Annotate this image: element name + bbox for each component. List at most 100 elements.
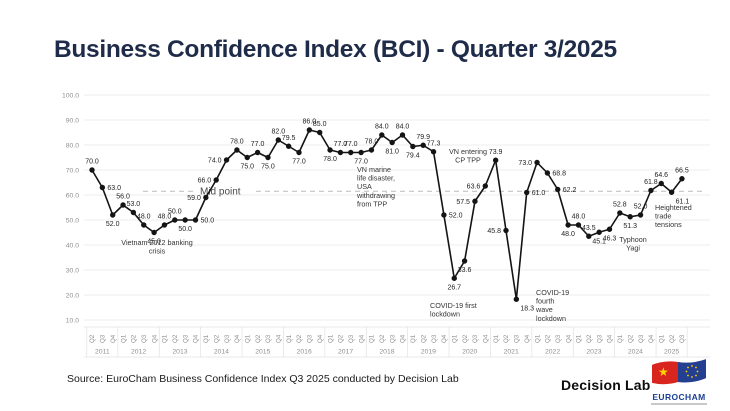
annotation: lockdown [536, 314, 566, 323]
x-axis-quarter-label: Q3 [348, 334, 355, 343]
data-point-label: 86.0 [303, 119, 317, 126]
x-axis-quarter-label: Q2 [420, 334, 427, 343]
x-axis-year-label: 2013 [172, 349, 187, 356]
data-point-label: 56.0 [116, 194, 130, 201]
x-axis-quarter-label: Q1 [658, 334, 665, 343]
x-axis-quarter-label: Q4 [358, 334, 365, 343]
annotation: USA [357, 182, 372, 191]
data-point-label: 61.1 [676, 198, 690, 205]
data-point-label: 73.9 [489, 149, 503, 156]
annotation: crisis [149, 247, 166, 256]
y-axis-label: 80.0 [66, 142, 79, 149]
data-point-label: 84.0 [375, 124, 389, 131]
x-axis-year-label: 2025 [664, 349, 679, 356]
annotation: Heightened [655, 203, 692, 212]
data-point [637, 212, 644, 218]
data-point [492, 157, 499, 163]
data-point-label: 64.6 [654, 172, 668, 179]
y-axis-label: 40.0 [66, 242, 79, 249]
data-point [513, 296, 520, 302]
data-point [348, 149, 354, 156]
x-axis-year-label: 2022 [545, 349, 560, 356]
x-axis-year-label: 2015 [255, 349, 270, 356]
data-point-label: 63.0 [107, 185, 121, 192]
data-point [99, 184, 106, 191]
data-point-label: 78.0 [365, 139, 379, 146]
data-point [555, 186, 561, 193]
data-point-label: 33.6 [458, 267, 472, 274]
x-axis-quarter-label: Q3 [514, 334, 521, 343]
data-point [234, 147, 240, 153]
data-point-label: 26.7 [447, 284, 461, 291]
data-point [461, 258, 468, 264]
x-axis-year-label: 2016 [297, 349, 312, 356]
data-point-label: 78.0 [323, 156, 337, 163]
data-point-label: 46.3 [603, 235, 617, 242]
x-axis-quarter-label: Q2 [627, 334, 634, 343]
decision-lab-logo: Decision Lab [561, 377, 651, 393]
data-point [110, 212, 116, 218]
annotation: lockdown [430, 310, 460, 319]
y-axis-label: 90.0 [66, 117, 79, 124]
data-point-label: 78.0 [230, 139, 244, 146]
x-axis-quarter-label: Q2 [545, 334, 552, 343]
data-point [306, 127, 313, 133]
data-point-label: 73.0 [518, 160, 532, 167]
eurocham-tagline [651, 403, 707, 405]
data-point-label: 50.0 [201, 218, 215, 225]
data-point [244, 154, 250, 161]
eurocham-wordmark: EUROCHAM [652, 392, 706, 402]
x-axis-quarter-label: Q3 [555, 334, 562, 343]
x-axis-quarter-label: Q3 [265, 334, 272, 343]
data-point [565, 222, 571, 228]
data-point [617, 210, 623, 216]
data-point-label: 77.0 [292, 159, 306, 166]
x-axis-quarter-label: Q1 [327, 334, 334, 343]
data-point [120, 202, 126, 208]
data-point-label: 66.0 [198, 178, 212, 185]
x-axis-quarter-label: Q3 [307, 334, 314, 343]
data-point-label: 77.3 [427, 140, 441, 147]
x-axis-quarter-label: Q2 [338, 334, 345, 343]
x-axis-quarter-label: Q3 [679, 334, 686, 343]
x-axis-quarter-label: Q4 [317, 334, 324, 343]
data-point [141, 222, 147, 228]
data-point [223, 157, 230, 163]
data-point [213, 177, 219, 183]
x-axis-quarter-label: Q4 [276, 334, 283, 343]
data-point-label: 75.0 [240, 164, 254, 171]
x-axis-year-label: 2017 [338, 349, 353, 356]
x-axis-quarter-label: Q3 [638, 334, 645, 343]
data-point-label: 79.4 [406, 153, 420, 160]
data-point [586, 233, 592, 239]
x-axis-quarter-label: Q4 [400, 334, 407, 343]
x-axis-quarter-label: Q1 [617, 334, 624, 343]
data-point-label: 45.1 [592, 238, 606, 245]
data-point-label: 85.0 [313, 121, 327, 128]
x-axis-year-label: 2014 [214, 349, 229, 356]
data-point [368, 147, 375, 153]
x-axis-quarter-label: Q4 [110, 334, 117, 343]
x-axis-quarter-label: Q1 [451, 334, 458, 343]
data-point-label: 77.0 [334, 141, 348, 148]
page-title: Business Confidence Index (BCI) - Quarte… [54, 36, 617, 63]
eurocham-flag-icon: ★ [652, 359, 706, 385]
data-point [668, 189, 675, 195]
data-point [182, 217, 188, 223]
data-point [399, 132, 406, 138]
data-point-label: 52.0 [106, 221, 120, 228]
data-point-label: 53.0 [127, 201, 141, 208]
annotation: Typhoon [619, 235, 647, 244]
data-point [317, 129, 323, 136]
data-point [296, 149, 302, 156]
x-axis-quarter-label: Q1 [534, 334, 541, 343]
data-point [503, 227, 509, 234]
data-point [161, 222, 168, 228]
x-axis-quarter-label: Q3 [596, 334, 603, 343]
x-axis-quarter-label: Q3 [389, 334, 396, 343]
data-point [151, 229, 157, 236]
data-point-label: 48.0 [158, 214, 172, 221]
x-axis-quarter-label: Q2 [213, 334, 220, 343]
x-axis-year-label: 2019 [421, 349, 436, 356]
x-axis-quarter-label: Q1 [493, 334, 500, 343]
